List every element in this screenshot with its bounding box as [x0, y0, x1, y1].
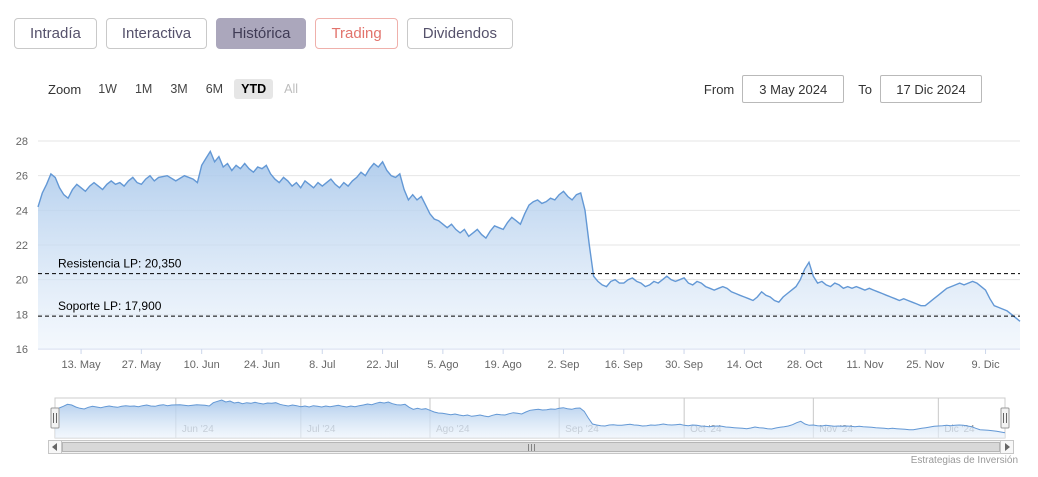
svg-text:16: 16: [16, 344, 28, 356]
right-triangle-icon: [1005, 443, 1010, 451]
svg-text:13. May: 13. May: [61, 359, 101, 371]
scrollbar-right-arrow[interactable]: [1000, 440, 1014, 454]
zoom-1m-button[interactable]: 1M: [128, 79, 159, 100]
navigator-right-handle[interactable]: [1000, 407, 1010, 429]
svg-text:24. Jun: 24. Jun: [244, 359, 280, 371]
scrollbar-left-arrow[interactable]: [48, 440, 62, 454]
navigator-line: [54, 399, 1006, 434]
svg-text:8. Jul: 8. Jul: [309, 359, 335, 371]
svg-text:24: 24: [16, 205, 28, 217]
svg-text:22: 22: [16, 240, 28, 252]
svg-text:27. May: 27. May: [122, 359, 162, 371]
zoom-ytd-button[interactable]: YTD: [234, 78, 274, 100]
scrollbar-track[interactable]: [62, 440, 1000, 454]
svg-text:25. Nov: 25. Nov: [906, 359, 944, 371]
support-label: Soporte LP: 17,900: [58, 299, 162, 313]
y-axis-labels: 16 18 20 22 24 26 28: [16, 136, 28, 356]
svg-text:28: 28: [16, 136, 28, 148]
from-label: From: [703, 81, 735, 97]
svg-text:11. Nov: 11. Nov: [846, 359, 884, 371]
zoom-6m-button[interactable]: 6M: [199, 79, 230, 100]
tab-intradia[interactable]: Intradía: [14, 18, 97, 49]
svg-text:19. Ago: 19. Ago: [484, 359, 521, 371]
resistance-label: Resistencia LP: 20,350: [58, 257, 182, 271]
price-area: [38, 151, 1020, 349]
tab-dividendos[interactable]: Dividendos: [406, 18, 513, 49]
scrollbar-grip-icon: [527, 443, 535, 451]
date-range-controls: From To: [690, 75, 982, 103]
tab-interactiva[interactable]: Interactiva: [105, 18, 208, 49]
chart-toolbar: Zoom 1W 1M 3M 6M YTD All From To: [48, 75, 982, 103]
price-line: [37, 149, 1021, 322]
zoom-label: Zoom: [48, 81, 82, 97]
tab-trading[interactable]: Trading: [315, 18, 398, 49]
svg-text:16. Sep: 16. Sep: [605, 359, 643, 371]
x-axis-ticks: [80, 349, 987, 354]
x-axis-labels: 13. May 27. May 10. Jun 24. Jun 8. Jul 22. Ju…: [61, 359, 1000, 371]
navigator-left-handle[interactable]: [50, 407, 60, 429]
from-date-input[interactable]: [742, 75, 845, 103]
credits-link[interactable]: Estrategias de Inversión: [910, 455, 1018, 466]
zoom-1w-button[interactable]: 1W: [91, 79, 124, 100]
zoom-all-button[interactable]: All: [277, 79, 305, 100]
tab-bar: Intradía Interactiva Histórica Trading D…: [14, 18, 513, 49]
svg-text:20: 20: [16, 275, 28, 287]
price-chart[interactable]: 16 18 20 22 24 26 28 13. May 27. May 10. Jun 24. J…: [0, 120, 1038, 382]
svg-text:9. Dic: 9. Dic: [971, 359, 1000, 371]
chart-scrollbar: [48, 440, 1014, 454]
svg-text:26: 26: [16, 171, 28, 183]
scrollbar-thumb[interactable]: [62, 442, 1000, 452]
svg-text:2. Sep: 2. Sep: [548, 359, 580, 371]
svg-text:22. Jul: 22. Jul: [366, 359, 398, 371]
left-triangle-icon: [52, 443, 57, 451]
svg-text:10. Jun: 10. Jun: [184, 359, 220, 371]
navigator-area: [55, 400, 1005, 438]
svg-text:18: 18: [16, 309, 28, 321]
zoom-3m-button[interactable]: 3M: [163, 79, 194, 100]
svg-text:28. Oct: 28. Oct: [787, 359, 822, 371]
to-label: To: [858, 81, 872, 97]
svg-text:14. Oct: 14. Oct: [727, 359, 762, 371]
svg-text:30. Sep: 30. Sep: [665, 359, 703, 371]
svg-text:5. Ago: 5. Ago: [427, 359, 458, 371]
navigator-chart[interactable]: Jun '24Jul '24Ago '24Sep '24Oct '24Nov '…: [0, 396, 1038, 440]
tab-historica[interactable]: Histórica: [216, 18, 307, 49]
to-date-input[interactable]: [880, 75, 982, 103]
